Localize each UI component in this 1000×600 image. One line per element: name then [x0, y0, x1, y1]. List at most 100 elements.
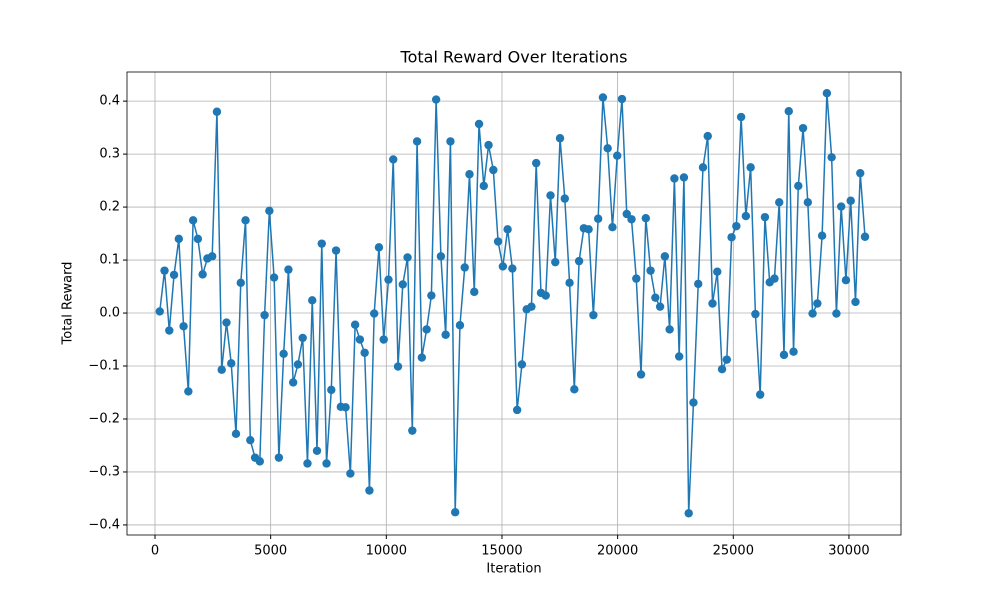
- data-point: [717, 364, 727, 374]
- data-point: [484, 140, 493, 150]
- data-point: [212, 107, 222, 116]
- data-point: [284, 265, 293, 274]
- data-point: [422, 325, 431, 334]
- data-point: [660, 252, 670, 261]
- data-point: [436, 252, 446, 261]
- data-point: [779, 350, 789, 360]
- data-point: [450, 508, 460, 517]
- data-point: [360, 348, 369, 357]
- x-tick-label: 20000: [597, 544, 638, 559]
- data-point: [427, 291, 436, 300]
- x-tick-label: 25000: [713, 544, 754, 559]
- x-tick-label: 5000: [254, 544, 287, 559]
- data-point: [794, 181, 803, 191]
- data-point: [856, 168, 865, 178]
- data-point: [789, 347, 798, 356]
- data-point: [803, 198, 813, 207]
- data-point: [389, 155, 398, 164]
- data-point: [317, 239, 326, 248]
- data-point: [369, 309, 379, 318]
- data-point: [632, 274, 641, 283]
- data-point: [798, 123, 808, 133]
- data-point: [746, 163, 755, 172]
- data-point: [155, 307, 164, 316]
- data-point: [188, 216, 198, 225]
- data-point: [551, 257, 560, 267]
- data-point: [441, 330, 450, 339]
- data-point: [836, 202, 846, 211]
- data-point: [346, 469, 355, 478]
- data-point: [775, 198, 784, 207]
- data-point: [431, 95, 441, 104]
- data-point: [808, 309, 817, 318]
- data-point: [269, 273, 279, 282]
- data-point: [851, 297, 860, 307]
- data-point: [846, 196, 855, 205]
- data-point: [627, 215, 636, 224]
- data-point: [574, 256, 584, 266]
- plot-frame: [126, 71, 902, 536]
- data-point: [393, 362, 403, 371]
- data-point: [584, 225, 593, 234]
- data-point: [174, 234, 184, 244]
- chart-title: Total Reward Over Iterations: [400, 48, 628, 67]
- data-point: [546, 191, 555, 200]
- data-point: [460, 263, 469, 272]
- data-point: [403, 253, 412, 262]
- data-point: [694, 279, 703, 289]
- data-point: [689, 398, 698, 407]
- x-axis-label: Iteration: [486, 562, 541, 577]
- data-point: [641, 214, 651, 223]
- data-point: [832, 309, 841, 318]
- data-point: [841, 275, 851, 285]
- data-point: [479, 181, 488, 191]
- data-point: [408, 426, 417, 435]
- data-point: [498, 262, 508, 271]
- y-tick-label: 0.1: [99, 253, 120, 268]
- data-point: [455, 321, 465, 330]
- data-point: [860, 232, 870, 241]
- data-point: [684, 509, 693, 518]
- data-point: [312, 446, 322, 455]
- data-point: [350, 320, 360, 329]
- data-point: [512, 405, 522, 415]
- data-point: [331, 246, 341, 255]
- data-point: [231, 429, 241, 439]
- data-point: [565, 278, 574, 288]
- data-point: [355, 335, 365, 344]
- data-point: [255, 457, 265, 466]
- data-point: [260, 310, 269, 320]
- data-point: [670, 174, 679, 183]
- data-point: [322, 459, 331, 468]
- data-point: [736, 112, 746, 122]
- data-point: [760, 212, 770, 222]
- data-point: [465, 170, 474, 179]
- data-point: [727, 233, 736, 242]
- y-tick-label: 0.4: [99, 94, 120, 109]
- data-point: [198, 270, 207, 279]
- data-point: [603, 144, 612, 153]
- data-point: [165, 326, 174, 335]
- y-tick-label: −0.2: [88, 411, 120, 426]
- data-point: [646, 266, 655, 275]
- data-point: [184, 387, 193, 396]
- data-point: [169, 270, 179, 280]
- x-tick-label: 15000: [481, 544, 522, 559]
- data-point: [741, 211, 751, 221]
- data-point: [817, 231, 827, 240]
- data-point: [655, 302, 665, 311]
- data-point: [279, 349, 288, 359]
- y-tick-label: 0.0: [99, 306, 120, 321]
- data-point: [570, 385, 579, 394]
- data-point: [589, 310, 598, 320]
- data-point: [417, 353, 427, 362]
- data-point: [679, 173, 689, 182]
- data-point: [384, 275, 393, 284]
- data-point: [179, 322, 188, 331]
- data-point: [241, 216, 250, 225]
- data-point: [503, 225, 512, 234]
- data-point: [227, 359, 236, 368]
- data-point: [474, 119, 484, 129]
- data-point: [298, 333, 307, 343]
